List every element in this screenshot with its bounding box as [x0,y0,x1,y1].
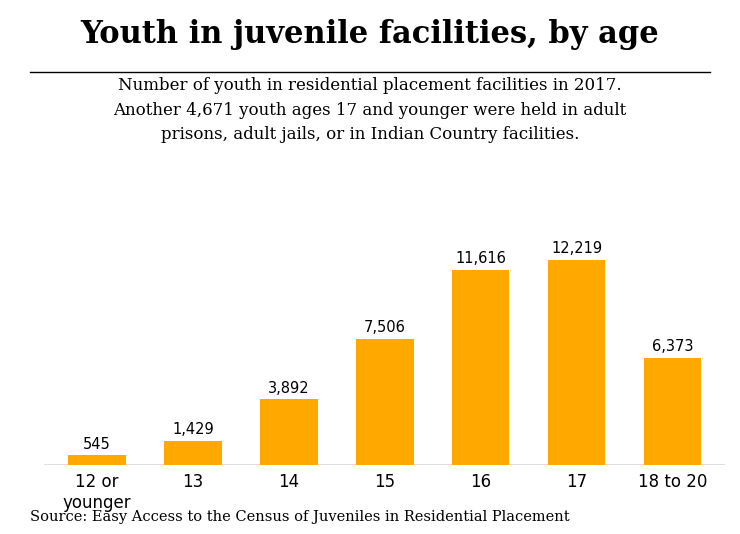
Text: 3,892: 3,892 [268,381,310,396]
Bar [260,399,317,465]
Bar [548,260,605,465]
Text: 12,219: 12,219 [551,241,602,256]
Text: 1,429: 1,429 [172,422,214,437]
Text: Source: Easy Access to the Census of Juveniles in Residential Placement: Source: Easy Access to the Census of Juv… [30,511,569,524]
Text: 7,506: 7,506 [364,320,406,335]
Bar [356,339,414,465]
Text: Number of youth in residential placement facilities in 2017.
Another 4,671 youth: Number of youth in residential placement… [113,77,627,143]
Bar [452,270,509,465]
Text: 545: 545 [84,437,111,452]
Text: 11,616: 11,616 [455,252,506,266]
Text: 6,373: 6,373 [652,339,693,354]
Bar [68,456,126,465]
Text: Youth in juvenile facilities, by age: Youth in juvenile facilities, by age [81,19,659,50]
Bar [164,441,222,465]
Bar [644,358,702,465]
